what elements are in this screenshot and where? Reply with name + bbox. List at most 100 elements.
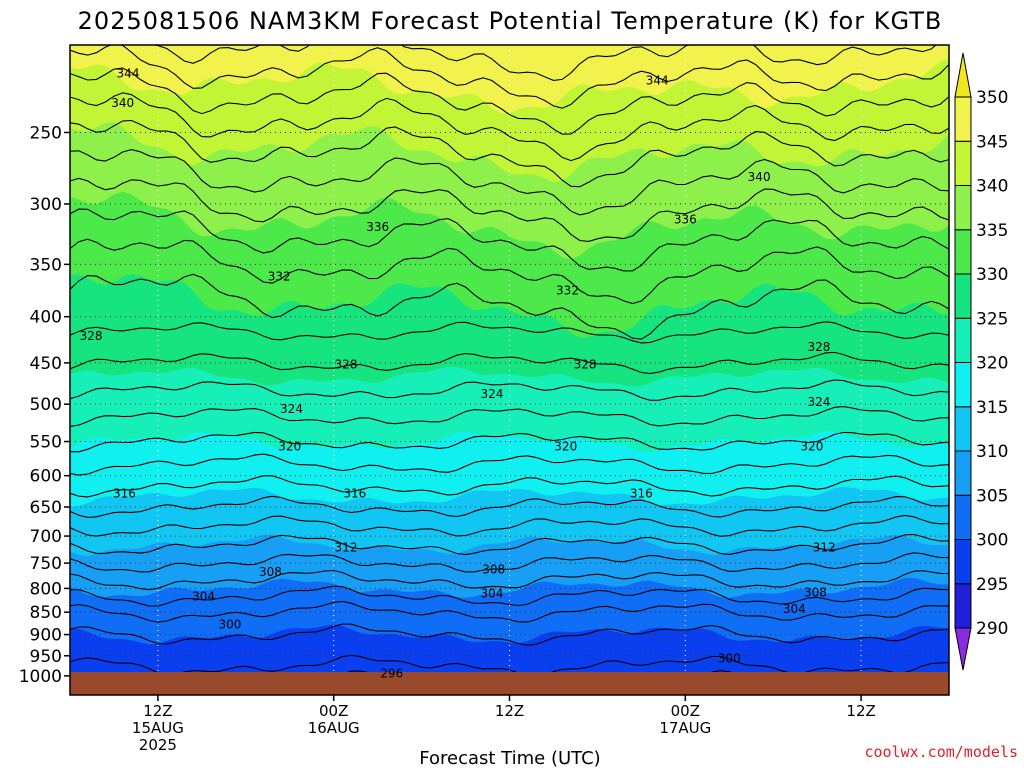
y-tick-label: 1000 <box>19 667 62 687</box>
colorbar-box <box>954 539 972 585</box>
plot-area <box>70 45 949 695</box>
contour-342 <box>70 92 949 162</box>
contour-label: 328 <box>807 340 830 354</box>
contour-label: 336 <box>674 212 697 226</box>
colorbar-tick-label: 340 <box>976 177 1008 197</box>
contour-label: 304 <box>783 602 806 616</box>
contour-label: 300 <box>718 652 741 666</box>
contour-label: 320 <box>278 439 301 453</box>
y-tick-label: 750 <box>30 554 62 574</box>
x-tick-label: 15AUG <box>132 719 184 737</box>
contour-label: 316 <box>113 487 136 501</box>
contour-label: 320 <box>800 439 823 453</box>
colorbar-tick-label: 315 <box>976 398 1008 418</box>
contour-344 <box>70 67 949 135</box>
colorbar-box <box>954 185 972 231</box>
contour-label: 308 <box>482 562 505 576</box>
contour-318 <box>70 453 949 476</box>
contour-label: 344 <box>646 74 669 88</box>
credit-text: coolwx.com/models <box>864 743 1018 761</box>
colorbar-tick-label: 310 <box>976 442 1008 462</box>
contour-338 <box>70 149 949 216</box>
x-tick-label: 00Z <box>319 702 348 720</box>
contour-306 <box>70 569 949 591</box>
contour-labels: 344 340 336 332 328 328 324 320 316 316 312 308 304 3… <box>80 66 836 680</box>
contour-label: 304 <box>192 590 215 604</box>
contour-label: 324 <box>280 402 303 416</box>
colorbar-tick-label: 295 <box>976 575 1008 595</box>
colorbar-box <box>954 494 972 540</box>
contour-label: 328 <box>80 329 103 343</box>
colorbar-box <box>954 273 972 319</box>
colorbar-box <box>954 450 972 496</box>
contour-label: 332 <box>268 269 291 283</box>
contour-334 <box>70 208 949 272</box>
contour-label: 332 <box>556 283 579 297</box>
contour-336 <box>70 177 949 242</box>
x-tick-label: 17AUG <box>659 719 711 737</box>
chart-title: 2025081506 NAM3KM Forecast Potential Tem… <box>78 7 943 35</box>
contour-310 <box>70 533 949 556</box>
y-tick-label: 650 <box>30 498 62 518</box>
colorbar-tick-label: 290 <box>976 619 1008 639</box>
colorbar-box <box>954 362 972 408</box>
colorbar-box <box>954 317 972 363</box>
contour-label: 340 <box>111 96 134 110</box>
colorbar-box <box>954 140 972 186</box>
x-tick-label: 12Z <box>143 702 172 720</box>
y-tick-label: 250 <box>30 123 62 143</box>
contour-320 <box>70 431 949 453</box>
contour-308 <box>70 552 949 573</box>
colorbar: 290 295 300 305 310 315 320 325 330 335 340 345 350 <box>954 52 1008 671</box>
x-tick-label: 12Z <box>495 702 524 720</box>
contour-328 <box>70 321 949 344</box>
ground-surface <box>70 672 949 695</box>
contour-label: 316 <box>343 487 366 501</box>
contour-label: 308 <box>259 565 282 579</box>
x-tick-label: 2025 <box>139 736 177 754</box>
colorbar-tick-label: 350 <box>976 88 1008 108</box>
contour-340 <box>70 119 949 188</box>
contour-label: 308 <box>804 585 827 599</box>
contour-label: 300 <box>219 617 242 631</box>
colorbar-box <box>954 406 972 452</box>
contour-316 <box>70 475 949 498</box>
colorbar-box <box>954 583 972 629</box>
colorbar-min-triangle <box>954 627 972 671</box>
colorbar-max-triangle <box>954 52 972 98</box>
contour-322 <box>70 406 949 427</box>
y-tick-label: 450 <box>30 354 62 374</box>
contour-label: 336 <box>366 220 389 234</box>
colorbar-tick-label: 335 <box>976 221 1008 241</box>
y-tick-label: 550 <box>30 433 62 453</box>
contour-label: 312 <box>813 541 836 555</box>
contour-312 <box>70 514 949 537</box>
contour-label: 320 <box>554 439 577 453</box>
contour-348 <box>150 45 937 81</box>
y-tick-label: 850 <box>30 603 62 623</box>
contour-label: 324 <box>807 395 830 409</box>
x-tick-label: 16AUG <box>308 719 360 737</box>
contour-326 <box>70 351 949 375</box>
contour-label: 316 <box>630 487 653 501</box>
contour-label: 312 <box>335 541 358 555</box>
y-tick-label: 950 <box>30 647 62 667</box>
contour-label: 344 <box>117 66 140 80</box>
x-axis-label: Forecast Time (UTC) <box>419 748 600 768</box>
contour-label: 340 <box>748 170 771 184</box>
contour-314 <box>70 495 949 518</box>
colorbar-tick-label: 320 <box>976 354 1008 374</box>
colorbar-box <box>954 96 972 142</box>
colorbar-tick-label: 305 <box>976 486 1008 506</box>
y-tick-label: 400 <box>30 308 62 328</box>
color-bands <box>70 45 949 695</box>
contour-332 <box>70 238 949 305</box>
colorbar-tick-label: 330 <box>976 265 1008 285</box>
contour-330 <box>70 273 949 340</box>
contour-label: 328 <box>335 358 358 372</box>
colorbar-tick-label: 325 <box>976 309 1008 329</box>
contour-304 <box>70 585 949 607</box>
grid-lines <box>70 45 949 695</box>
